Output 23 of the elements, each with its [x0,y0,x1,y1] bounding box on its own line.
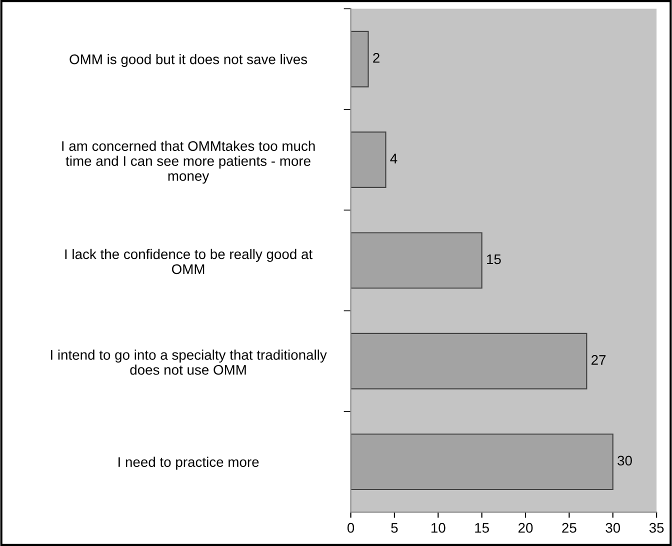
x-tick-label: 25 [562,522,576,533]
bar [350,232,482,289]
x-tick-label: 5 [391,523,398,533]
x-tick-label: 30 [606,522,620,533]
x-tick-label: 35 [649,522,664,533]
y-tick-label: I need to practice more [118,456,259,470]
data-label: 4 [390,154,398,164]
bar [350,132,386,188]
data-label: 15 [487,254,501,264]
bar [350,30,369,88]
x-tick-label: 0 [347,522,354,533]
y-tick-label: I lack the confidence to be really good at OMM [65,248,312,274]
x-tick-label: 10 [431,522,446,533]
y-tick-label: I am concerned that OMMtakes too much time and I can see more patients - more money [62,140,315,184]
bar [350,434,614,490]
x-tick-label: 20 [518,522,533,533]
data-label: 2 [373,52,380,63]
y-tick-label: I intend to go into a specialty that traditionally does not use OMM [50,350,327,375]
x-tick-label: 15 [475,523,489,533]
data-label: 30 [618,456,632,466]
y-tick-label: OMM is good but it does not save lives [70,54,308,67]
data-label: 27 [592,355,606,365]
bar [350,332,588,390]
